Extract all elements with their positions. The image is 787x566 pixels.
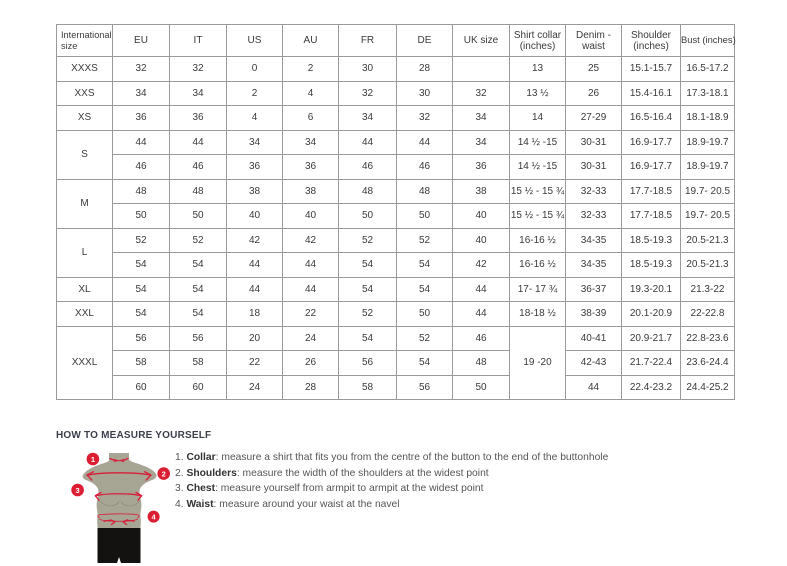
svg-text:2: 2	[162, 470, 166, 479]
svg-text:3: 3	[76, 486, 80, 495]
svg-text:1: 1	[91, 455, 95, 464]
